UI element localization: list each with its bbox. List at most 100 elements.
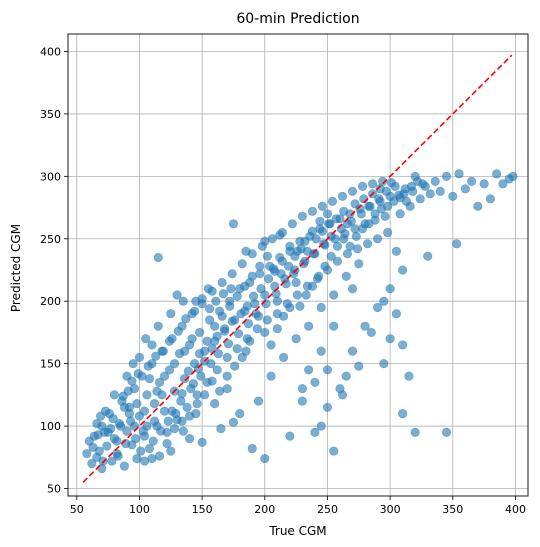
scatter-point bbox=[164, 365, 175, 375]
scatter-point bbox=[107, 456, 117, 466]
scatter-point bbox=[301, 290, 311, 300]
scatter-point bbox=[154, 377, 165, 387]
scatter-point bbox=[297, 384, 307, 394]
scatter-point bbox=[385, 284, 395, 294]
scatter-point bbox=[326, 231, 336, 241]
scatter-point bbox=[142, 390, 152, 400]
scatter-point bbox=[357, 224, 368, 234]
scatter-point bbox=[423, 251, 433, 261]
scatter-point bbox=[242, 301, 252, 311]
scatter-point bbox=[177, 389, 187, 399]
scatter-point bbox=[391, 309, 401, 319]
scatter-point bbox=[262, 315, 272, 325]
scatter-point bbox=[171, 408, 181, 419]
scatter-point bbox=[454, 169, 464, 179]
x-tick-label: 100 bbox=[129, 503, 150, 516]
scatter-point bbox=[319, 239, 329, 249]
scatter-point bbox=[163, 416, 173, 426]
scatter-point bbox=[82, 448, 92, 459]
scatter-point bbox=[227, 269, 237, 279]
scatter-point bbox=[122, 426, 132, 436]
scatter-point bbox=[225, 301, 235, 311]
scatter-point bbox=[492, 169, 502, 179]
scatter-point bbox=[285, 241, 295, 251]
scatter-point bbox=[448, 191, 458, 201]
x-axis-ticks: 50 100 150 200 250 300 350 400 bbox=[70, 496, 526, 516]
scatter-point bbox=[230, 361, 240, 371]
scatter-point bbox=[317, 226, 328, 236]
y-tick-label: 350 bbox=[40, 108, 61, 121]
x-tick-label: 150 bbox=[192, 503, 213, 516]
scatter-point bbox=[169, 423, 180, 434]
scatter-point bbox=[139, 406, 150, 416]
x-tick-label: 400 bbox=[505, 503, 526, 516]
scatter-point bbox=[311, 234, 321, 244]
scatter-point bbox=[297, 396, 307, 406]
scatter-point bbox=[300, 236, 310, 246]
scatter-point bbox=[205, 315, 215, 325]
scatter-point bbox=[372, 302, 383, 313]
scatter-point bbox=[178, 426, 188, 436]
scatter-point bbox=[256, 284, 266, 294]
scatter-point bbox=[260, 327, 270, 338]
scatter-point bbox=[283, 261, 294, 271]
scatter-point bbox=[379, 359, 389, 369]
scatter-point bbox=[367, 179, 378, 189]
scatter-point bbox=[144, 443, 155, 454]
scatter-point bbox=[213, 349, 224, 359]
reference-line-group bbox=[82, 54, 513, 483]
scatter-point bbox=[193, 364, 203, 374]
chart-title: 60-min Prediction bbox=[236, 11, 359, 27]
scatter-point bbox=[116, 421, 126, 431]
scatter-point bbox=[295, 301, 305, 311]
scatter-point bbox=[362, 239, 373, 249]
scatter-point bbox=[430, 176, 440, 186]
y-tick-label: 250 bbox=[40, 233, 61, 246]
scatter-point bbox=[179, 374, 190, 384]
scatter-point bbox=[102, 441, 112, 451]
scatter-point bbox=[188, 379, 198, 389]
scatter-point bbox=[386, 177, 396, 188]
reference-line bbox=[82, 54, 513, 483]
scatter-point bbox=[508, 171, 518, 181]
scatter-point bbox=[98, 456, 108, 466]
scatter-point bbox=[226, 284, 236, 294]
scatter-point bbox=[413, 176, 423, 186]
scatter-point bbox=[228, 417, 239, 427]
scatter-point bbox=[287, 219, 297, 229]
scatter-point bbox=[248, 291, 259, 301]
scatter-point bbox=[245, 336, 255, 346]
scatter-point bbox=[278, 311, 289, 321]
scatter-point bbox=[329, 321, 339, 331]
y-tick-label: 150 bbox=[40, 358, 61, 371]
scatter-point bbox=[291, 277, 301, 288]
scatter-point bbox=[262, 251, 272, 261]
scatter-point bbox=[332, 256, 343, 266]
scatter-point bbox=[331, 214, 341, 224]
scatter-point bbox=[156, 426, 166, 436]
scatter-point bbox=[351, 231, 361, 241]
scatter-point bbox=[166, 446, 176, 456]
scatter-point bbox=[337, 191, 348, 201]
y-tick-label: 50 bbox=[47, 483, 61, 496]
scatter-point bbox=[149, 416, 160, 426]
scatter-point bbox=[415, 194, 425, 204]
scatter-point bbox=[132, 399, 142, 409]
scatter-point bbox=[153, 321, 163, 331]
scatter-point bbox=[357, 181, 368, 191]
scatter-point bbox=[404, 371, 414, 381]
scatter-point bbox=[315, 216, 325, 226]
scatter-point bbox=[217, 311, 227, 321]
scatter-point bbox=[123, 386, 133, 396]
x-tick-label: 250 bbox=[317, 503, 338, 516]
scatter-point bbox=[385, 334, 395, 344]
scatter-point bbox=[227, 316, 237, 326]
scatter-point bbox=[143, 361, 153, 371]
scatter-point bbox=[260, 453, 270, 464]
scatter-point bbox=[243, 319, 254, 329]
scatter-point bbox=[485, 194, 495, 204]
scatter-point bbox=[347, 186, 358, 196]
scatter-point bbox=[93, 430, 103, 440]
scatter-point bbox=[210, 321, 220, 331]
scatter-point bbox=[332, 241, 343, 251]
